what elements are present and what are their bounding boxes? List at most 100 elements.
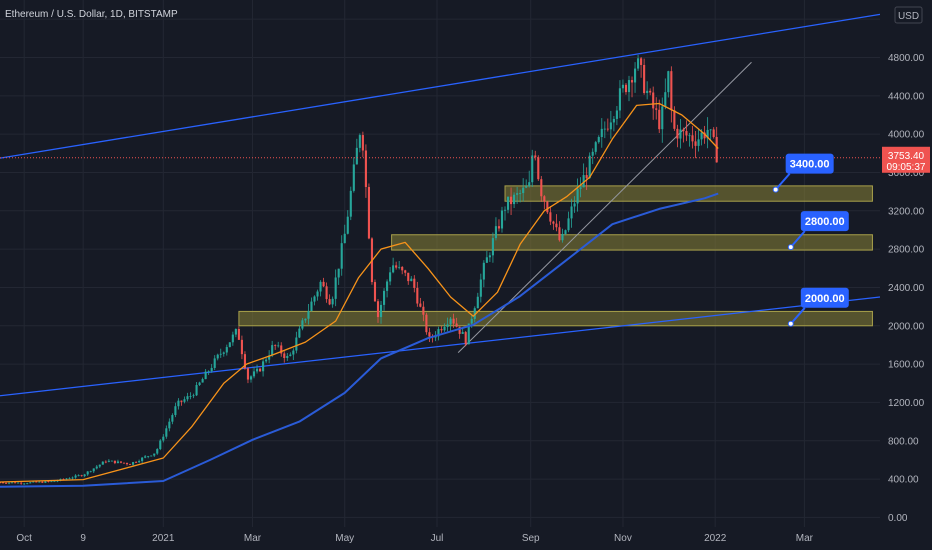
currency-button-label[interactable]: USD [898,11,919,22]
candle-body [458,326,461,334]
trend-line[interactable] [0,296,881,397]
candle-body [549,212,552,222]
candle-body [552,221,555,224]
candle-body [289,354,292,356]
candle-body [513,194,516,205]
candle-body [694,141,697,146]
candle-body [473,308,476,319]
x-axis-background [0,527,932,550]
candle-body [582,175,585,188]
candle-body [195,385,198,396]
candle-body [600,128,603,138]
candle-body [570,206,573,219]
candle-body [352,164,355,191]
candle-body [376,301,380,318]
candle-body [661,106,664,130]
candle-body [392,265,395,273]
candle-body [627,80,631,93]
candle-body [268,355,271,360]
candle-body [428,332,431,337]
candle-body [485,257,488,263]
trend-line[interactable] [0,13,881,159]
candle-body [691,135,694,142]
candle-body [703,132,706,139]
candle-body [89,471,92,473]
candle-body [594,142,597,152]
candle-body [128,464,132,465]
candle-body [470,318,473,324]
candle-body [455,323,458,327]
candle-body [389,272,392,282]
candle-body [346,216,349,234]
candle-body [325,286,328,300]
candle-body [234,329,237,335]
callout-box[interactable] [785,153,834,174]
candle-body [682,129,685,132]
price-callouts[interactable]: 3400.00 2800.00 2000.00 [772,153,849,327]
candle-body [531,155,534,183]
support-zones[interactable] [238,185,873,327]
candle-body [401,266,404,271]
candle-body [407,272,410,282]
candle-body [573,203,576,207]
x-axis-tick-label: 9 [80,533,86,544]
candle-body [41,481,44,483]
candle-body [0,482,2,484]
candle-body [525,186,528,188]
support-zone[interactable] [504,185,873,202]
candle-body [361,135,364,151]
candle-body [364,150,367,188]
price-callout[interactable]: 3400.00 [772,153,834,193]
candle-body [50,481,53,483]
currency-button-frame[interactable] [894,6,923,24]
price-callout[interactable]: 2800.00 [787,211,849,251]
candle-body [528,182,531,187]
candle-body [186,396,189,400]
support-zone[interactable] [391,234,873,251]
candle-body [11,482,14,484]
candle-body [92,468,95,472]
candle-body [104,461,107,463]
candle-body [243,354,247,369]
candle-body [510,196,513,205]
candle-body [561,233,564,241]
callout-pointer [790,307,806,325]
candle-body [135,462,138,463]
candle-body [56,480,59,482]
current-price-value: 3753.40 [888,151,925,162]
candle-body [697,139,700,146]
candle-body [222,352,225,354]
price-callout[interactable]: 2000.00 [787,287,849,327]
candle-body [367,187,370,239]
support-zone[interactable] [238,310,873,327]
x-axis-tick-label: 2021 [152,533,175,544]
currency-button[interactable]: USD [894,6,923,24]
candle-body [174,406,177,416]
candle-body [262,361,265,372]
candle-body [259,368,262,372]
candle-body [98,464,101,467]
candle-body [201,379,204,383]
callout-box[interactable] [800,287,849,308]
candle-body [649,90,652,93]
candle-body [274,345,277,346]
candle-body [53,481,56,483]
candle-body [110,460,113,462]
callout-box[interactable] [800,211,849,232]
candle-body [44,481,47,483]
candle-body [71,477,74,479]
x-axis-tick-label: Mar [244,533,262,544]
candle-body [216,354,219,359]
candle-body [464,332,467,345]
candle-body [83,474,86,477]
candle-body [86,471,89,475]
candle-body [113,460,116,464]
candle-body [29,482,32,484]
candle-body [313,296,316,302]
candle-body [621,84,625,89]
candle-body [386,281,389,291]
candle-body [449,318,452,325]
